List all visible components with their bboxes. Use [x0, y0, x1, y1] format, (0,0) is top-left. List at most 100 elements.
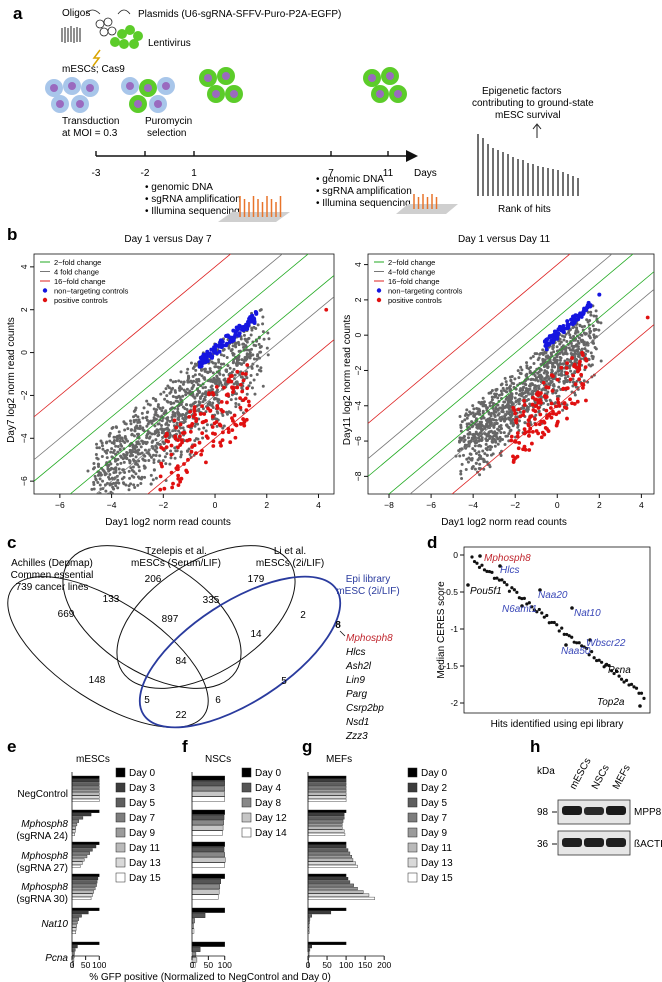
gene-point	[526, 398, 530, 402]
gene-point	[148, 453, 152, 457]
gene-point	[267, 337, 271, 341]
ceres-point	[530, 605, 534, 609]
gene-point	[520, 368, 524, 372]
gene-point	[519, 365, 523, 369]
gene-point	[140, 411, 144, 415]
ceres-point	[505, 583, 509, 587]
positive-control-point	[211, 392, 216, 397]
gene-point	[115, 439, 119, 443]
gene-point	[100, 496, 103, 499]
gene-point	[211, 380, 215, 384]
bar	[307, 775, 347, 779]
gene-point	[112, 435, 116, 439]
legend-swatch	[407, 782, 418, 793]
gene-label: Wbscr22	[586, 638, 626, 649]
bar	[191, 873, 225, 879]
transduction-label: Transduction	[62, 116, 119, 127]
positive-control-point	[173, 434, 178, 439]
gene-point	[481, 411, 485, 415]
gene-point	[496, 442, 500, 446]
gene-point	[460, 476, 464, 480]
gene-point	[131, 465, 135, 469]
positive-control-point	[551, 374, 555, 379]
gene-point	[493, 444, 497, 448]
gene-point	[495, 421, 499, 425]
gene-point	[154, 444, 158, 448]
positive-control-point	[176, 476, 181, 481]
positive-control-point	[529, 441, 534, 446]
panel-h: h kDa mESCs NSCs MEFs 98 36 MPP8 ßACTIN	[530, 737, 662, 856]
gene-point	[475, 441, 479, 445]
gene-name: Parg	[346, 689, 368, 700]
gene-name: Nsd1	[346, 717, 369, 728]
positive-control-point	[188, 429, 193, 434]
positive-control-point	[559, 365, 564, 370]
gene-point	[490, 411, 494, 415]
gene-point	[129, 495, 132, 498]
ceres-point	[622, 680, 626, 684]
gene-point	[579, 357, 583, 361]
bar	[71, 848, 93, 852]
group-label: (sgRNA 24)	[16, 831, 68, 842]
plot-title: Day 1 versus Day 11	[458, 234, 551, 245]
gene-point	[496, 437, 500, 441]
gene-point	[476, 426, 480, 430]
group-label: (sgRNA 27)	[16, 863, 68, 874]
gene-point	[491, 435, 495, 439]
positive-control-point	[230, 428, 235, 432]
non-targeting-point	[231, 337, 236, 342]
gene-point	[484, 447, 488, 451]
non-targeting-point	[559, 326, 564, 331]
gene-point	[132, 415, 136, 419]
gene-point	[563, 359, 567, 363]
gene-point	[524, 383, 528, 387]
non-targeting-point	[200, 354, 205, 359]
gene-point	[544, 399, 548, 403]
bar	[307, 782, 347, 786]
panel-c-letter: c	[7, 533, 16, 552]
gene-point	[123, 440, 127, 444]
gene-point	[202, 367, 206, 371]
positive-control-point	[580, 350, 584, 355]
legend-swatch	[115, 842, 126, 853]
gene-point	[541, 348, 545, 352]
gene-point	[228, 366, 232, 370]
gene-point	[184, 403, 188, 407]
gene-point	[177, 386, 181, 390]
venn-count: 22	[175, 710, 187, 721]
venn-set-tzelepis	[62, 545, 242, 689]
gene-point	[230, 370, 234, 374]
non-targeting-point	[200, 359, 205, 364]
gene-name: Hlcs	[346, 647, 365, 658]
gene-point	[202, 376, 206, 380]
gene-point	[179, 370, 183, 374]
positive-control-point	[518, 414, 523, 419]
gene-point	[215, 417, 219, 421]
bar	[71, 798, 100, 802]
gene-point	[536, 379, 540, 383]
gene-point	[172, 401, 176, 405]
y-axis-label: Day11 log2 norm read counts	[342, 315, 353, 445]
bar	[307, 855, 353, 859]
epigenetic-title-3: mESC survival	[495, 110, 561, 121]
ceres-point	[500, 578, 504, 582]
gene-point	[163, 455, 167, 459]
gene-point	[536, 371, 540, 375]
gene-point	[177, 411, 181, 415]
bar	[191, 894, 219, 900]
positive-control-point	[179, 438, 184, 443]
legend-label: Day 2	[421, 783, 448, 794]
gene-point	[175, 421, 179, 425]
gene-point	[245, 376, 249, 380]
non-targeting-point	[213, 348, 218, 353]
bar	[191, 781, 225, 787]
blot-band	[606, 838, 626, 847]
gene-point	[98, 483, 102, 487]
positive-control-point	[186, 457, 190, 462]
gene-point	[488, 434, 492, 438]
gene-point	[513, 396, 517, 400]
gene-point	[497, 393, 501, 397]
gene-point	[143, 454, 147, 458]
up-arrow-icon	[532, 123, 542, 138]
gene-label: Nat10	[574, 608, 601, 619]
